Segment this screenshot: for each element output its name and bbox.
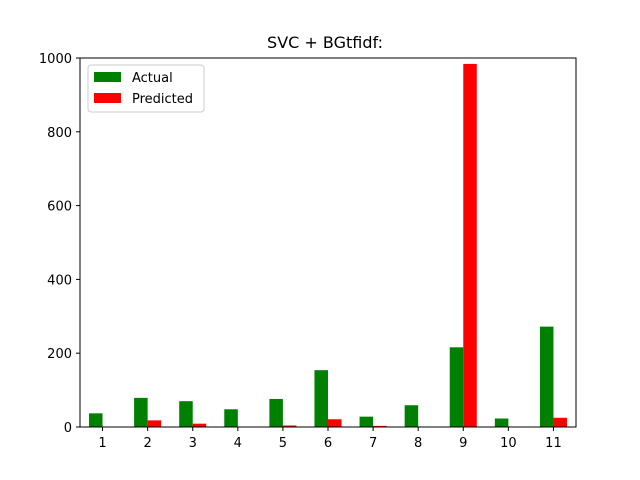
plot-area: 1 2 3 4 5 6 7 8 9 10 11 0 200 400 600 800 1000 Actual Pred… <box>39 52 577 451</box>
bar-actual-1 <box>89 413 103 427</box>
bar-predicted-9 <box>463 63 477 428</box>
x-tick-label-9: 9 <box>459 436 467 451</box>
bar-actual-2 <box>134 397 148 427</box>
bar-actual-10 <box>494 418 509 427</box>
x-tick-label-1: 1 <box>98 436 106 451</box>
legend-label-predicted: Predicted <box>132 92 193 107</box>
bar-predicted-11 <box>553 417 567 427</box>
y-tick-label-200: 200 <box>47 347 72 362</box>
bar-actual-8 <box>404 405 419 427</box>
bar-actual-11 <box>539 326 554 427</box>
bar-predicted-7 <box>373 425 387 427</box>
bar-actual-5 <box>269 398 283 427</box>
bar-predicted-3 <box>192 423 207 427</box>
legend-swatch-actual <box>94 72 121 82</box>
bar-actual-7 <box>359 416 374 427</box>
x-tick-label-3: 3 <box>189 436 197 451</box>
y-tick-label-400: 400 <box>47 273 72 288</box>
bar-actual-6 <box>314 370 328 427</box>
y-tick-label-800: 800 <box>47 126 72 141</box>
legend-swatch-predicted <box>94 93 121 103</box>
chart-title: SVC + BGtfidf: <box>267 33 383 52</box>
y-tick-label-0: 0 <box>64 421 72 436</box>
x-tick-label-6: 6 <box>324 436 332 451</box>
x-tick-label-5: 5 <box>279 436 287 451</box>
bar-predicted-5 <box>282 425 297 427</box>
y-tick-label-600: 600 <box>47 200 72 215</box>
bar-actual-9 <box>449 347 464 427</box>
bar-predicted-6 <box>328 419 342 427</box>
x-tick-label-2: 2 <box>143 436 151 451</box>
x-tick-label-10: 10 <box>500 436 517 451</box>
x-tick-label-11: 11 <box>545 436 562 451</box>
x-tick-label-7: 7 <box>369 436 377 451</box>
x-tick-label-4: 4 <box>234 436 242 451</box>
x-tick-label-8: 8 <box>414 436 422 451</box>
bar-actual-3 <box>179 401 193 427</box>
bar-actual-4 <box>224 409 238 427</box>
bar-predicted-2 <box>147 420 162 427</box>
y-tick-label-1000: 1000 <box>39 52 72 67</box>
legend-label-actual: Actual <box>132 71 173 86</box>
